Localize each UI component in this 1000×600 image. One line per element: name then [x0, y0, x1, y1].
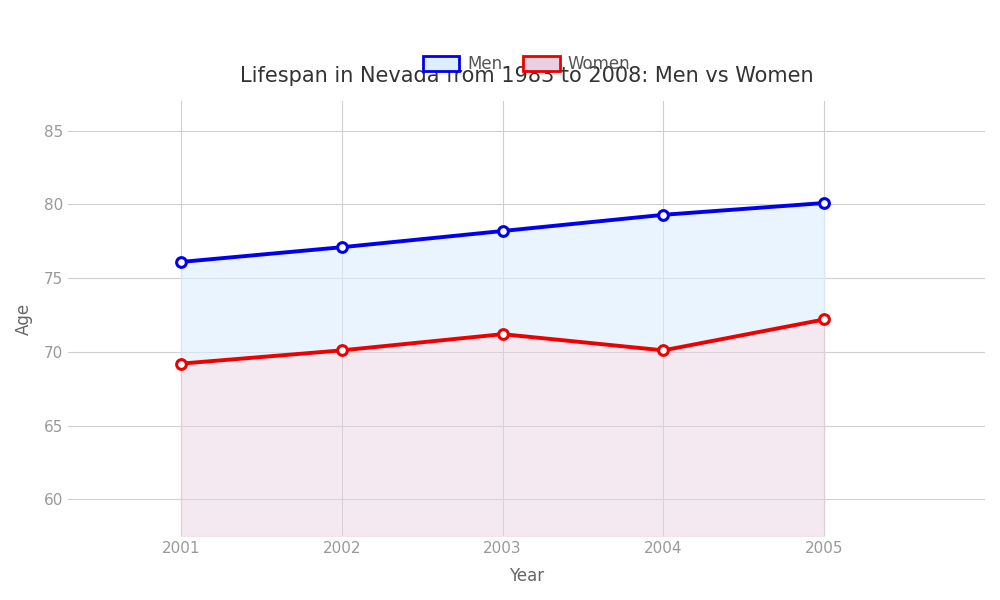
- X-axis label: Year: Year: [509, 567, 544, 585]
- Legend: Men, Women: Men, Women: [416, 49, 637, 80]
- Y-axis label: Age: Age: [15, 302, 33, 335]
- Title: Lifespan in Nevada from 1983 to 2008: Men vs Women: Lifespan in Nevada from 1983 to 2008: Me…: [240, 66, 813, 86]
